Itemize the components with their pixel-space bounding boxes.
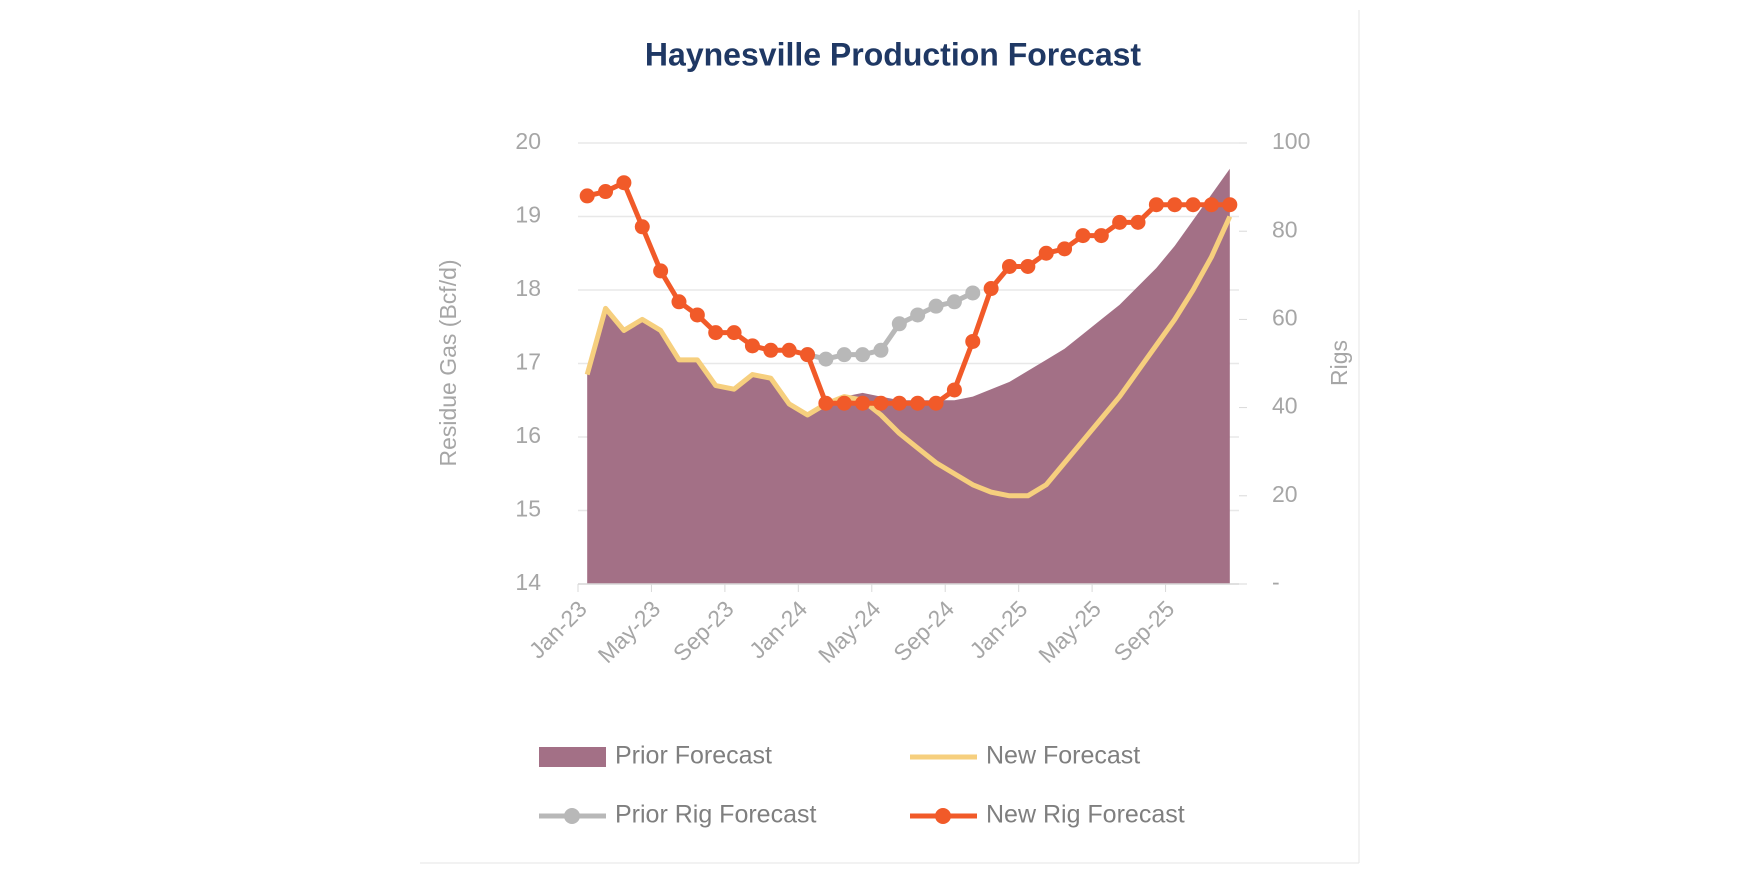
marker	[1130, 214, 1146, 230]
legend-marker	[564, 808, 580, 824]
marker	[873, 342, 889, 358]
marker	[1148, 197, 1164, 213]
y2-tick-label: 100	[1272, 128, 1310, 154]
x-tick-label: Jan-24	[744, 595, 812, 663]
marker	[671, 294, 687, 310]
x-tick-label: May-24	[813, 595, 886, 668]
legend-label: New Rig Forecast	[986, 801, 1185, 829]
marker	[910, 307, 926, 323]
marker	[983, 281, 999, 297]
marker	[836, 395, 852, 411]
marker	[910, 395, 926, 411]
legend-swatch	[539, 747, 606, 767]
marker	[616, 175, 632, 191]
marker	[891, 395, 907, 411]
marker	[818, 395, 834, 411]
marker	[689, 307, 705, 323]
marker	[1057, 241, 1073, 257]
x-tick-label: Sep-25	[1109, 595, 1180, 666]
marker	[946, 294, 962, 310]
y-tick-label: 20	[515, 128, 541, 154]
y2-tick-label: -	[1272, 569, 1280, 595]
marker	[1203, 197, 1219, 213]
y-tick-label: 18	[515, 275, 541, 301]
y2-tick-label: 60	[1272, 304, 1298, 330]
line	[584, 215, 1233, 499]
marker	[1038, 245, 1054, 261]
y2-axis-label: Rigs	[1326, 340, 1352, 386]
marker	[855, 395, 871, 411]
y2-tick-label: 40	[1272, 393, 1298, 419]
y-tick-label: 19	[515, 202, 541, 228]
legend-label: Prior Rig Forecast	[615, 801, 816, 829]
marker	[781, 342, 797, 358]
y2-tick-label: 80	[1272, 216, 1298, 242]
y-tick-label: 15	[515, 496, 541, 522]
marker	[800, 347, 816, 363]
marker	[965, 285, 981, 301]
marker	[965, 333, 981, 349]
legend-marker	[935, 808, 951, 824]
legend-label: Prior Forecast	[615, 742, 772, 770]
marker	[1093, 228, 1109, 244]
y2-tick-label: 20	[1272, 481, 1298, 507]
x-tick-label: Sep-24	[888, 595, 959, 666]
x-tick-label: Jan-25	[964, 595, 1032, 663]
legend-label: New Forecast	[986, 742, 1140, 770]
marker	[1001, 258, 1017, 274]
marker	[1167, 197, 1183, 213]
marker	[1185, 197, 1201, 213]
marker	[1075, 228, 1091, 244]
marker	[1020, 258, 1036, 274]
marker	[928, 298, 944, 314]
marker	[763, 342, 779, 358]
marker	[836, 347, 852, 363]
marker	[1222, 197, 1238, 213]
marker	[579, 188, 595, 204]
line	[806, 290, 974, 362]
marker	[818, 351, 834, 367]
chart-title: Haynesville Production Forecast	[645, 36, 1142, 72]
x-tick-label: May-23	[593, 595, 666, 668]
y-tick-label: 17	[515, 349, 541, 375]
marker	[726, 325, 742, 341]
marker	[708, 325, 724, 341]
x-tick-label: May-25	[1033, 595, 1106, 668]
marker	[653, 263, 669, 279]
marker	[928, 395, 944, 411]
marker	[744, 338, 760, 354]
y-axis-label: Residue Gas (Bcf/d)	[435, 259, 461, 466]
marker	[598, 184, 614, 200]
marker	[634, 219, 650, 235]
marker	[873, 395, 889, 411]
marker	[855, 347, 871, 363]
y-tick-label: 16	[515, 422, 541, 448]
x-tick-label: Jan-23	[524, 595, 592, 663]
area	[587, 168, 1230, 584]
marker	[946, 382, 962, 398]
marker	[891, 316, 907, 332]
y-tick-label: 14	[515, 569, 541, 595]
x-tick-label: Sep-23	[668, 595, 739, 666]
marker	[1112, 214, 1128, 230]
